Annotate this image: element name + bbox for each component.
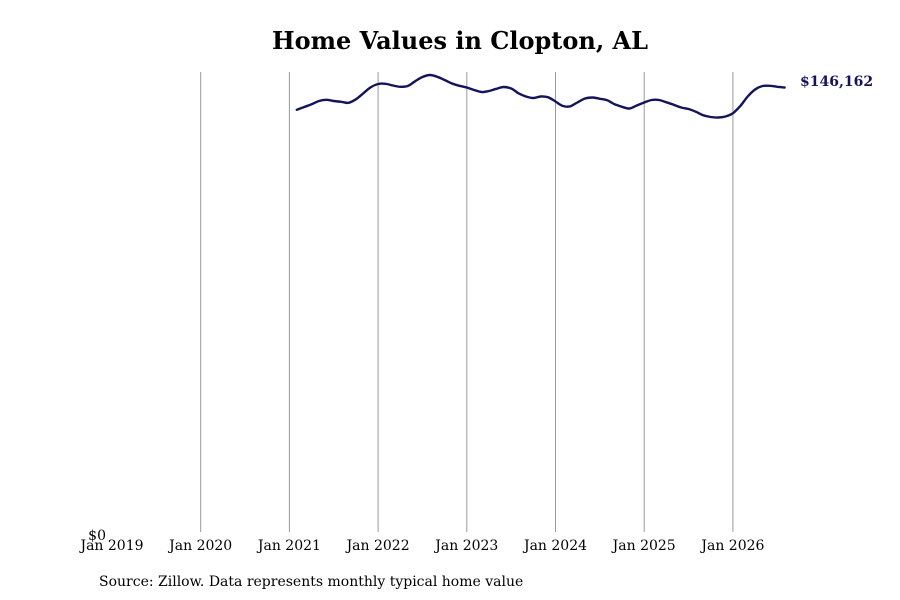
y-tick-label: $0 <box>88 528 106 544</box>
x-tick-label: Jan 2024 <box>522 538 587 554</box>
x-tick-label: Jan 2019 <box>78 538 143 554</box>
x-tick-label: Jan 2025 <box>611 538 676 554</box>
source-note: Source: Zillow. Data represents monthly … <box>99 574 524 590</box>
chart-title: Home Values in Clopton, AL <box>271 26 649 55</box>
series-line <box>295 73 786 119</box>
y-axis-ticks: $0 <box>88 528 106 544</box>
x-tick-label: Jan 2023 <box>433 538 498 554</box>
series-layer <box>295 73 786 119</box>
x-tick-label: Jan 2022 <box>345 538 410 554</box>
end-value-label: $146,162 <box>800 74 873 90</box>
x-tick-label: Jan 2021 <box>256 538 321 554</box>
x-tick-label: Jan 2020 <box>167 538 232 554</box>
end-label-layer: $146,162 <box>800 74 873 90</box>
x-tick-label: Jan 2026 <box>699 538 764 554</box>
grid-lines <box>200 72 734 532</box>
x-axis-ticks: Jan 2019 Jan 2020 Jan 2021 Jan 2022 Jan 2023… <box>78 538 764 554</box>
